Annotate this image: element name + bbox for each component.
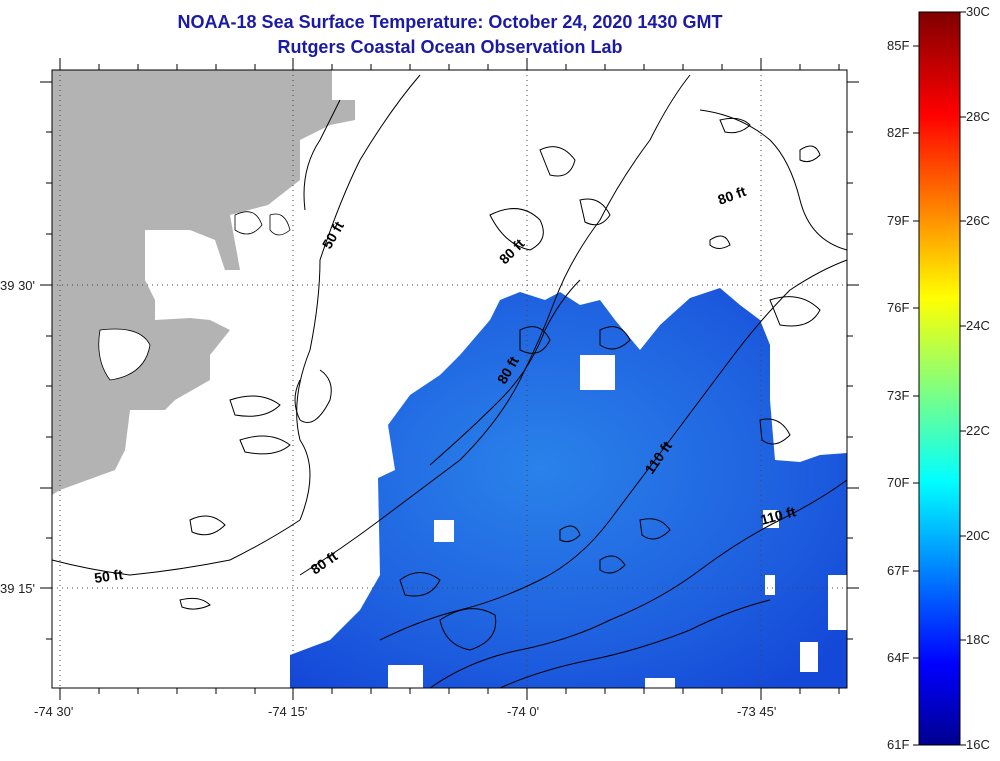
colorbar-celsius-label: 16C (966, 737, 990, 752)
y-tick-label: 39 30' (0, 278, 36, 293)
colorbar-celsius-label: 30C (966, 4, 990, 19)
colorbar-celsius-label: 28C (966, 109, 990, 124)
sst-data-region (290, 288, 847, 688)
y-tick-label: 39 15' (0, 581, 36, 596)
map-subtitle: Rutgers Coastal Ocean Observation Lab (277, 37, 623, 57)
colorbar-fahrenheit-label: 76F (887, 300, 910, 315)
colorbar-fahrenheit-label: 70F (887, 475, 910, 490)
bathymetry-contours (51, 74, 848, 689)
colorbar-celsius-label: 20C (966, 528, 990, 543)
contour-label: 80 ft (716, 183, 749, 208)
colorbar-fahrenheit-label: 61F (887, 737, 910, 752)
colorbar-fahrenheit-label: 82F (887, 125, 910, 140)
x-tick-label: -74 0' (507, 704, 540, 719)
contour-label: 50 ft (93, 566, 124, 586)
colorbar-celsius-label: 24C (966, 318, 990, 333)
land-area (52, 70, 355, 495)
contour-label: 80 ft (496, 235, 528, 267)
tick-marks (40, 58, 859, 700)
colorbar-celsius-label: 18C (966, 632, 990, 647)
colorbar-celsius-label: 22C (966, 423, 990, 438)
graticule (52, 70, 847, 688)
map-title: NOAA-18 Sea Surface Temperature: October… (177, 12, 723, 32)
colorbar-ticks (913, 11, 966, 746)
x-tick-label: -73 45' (737, 704, 777, 719)
colorbar-fahrenheit-label: 64F (887, 650, 910, 665)
colorbar-celsius-label: 26C (966, 213, 990, 228)
x-tick-label: -74 30' (34, 704, 74, 719)
contour-label: 50 ft (319, 218, 347, 251)
colorbar-fahrenheit-label: 85F (887, 38, 910, 53)
colorbar-fahrenheit-label: 79F (887, 213, 910, 228)
colorbar-fahrenheit-label: 73F (887, 388, 910, 403)
colorbar (918, 11, 961, 746)
x-tick-label: -74 15' (268, 704, 308, 719)
colorbar-fahrenheit-label: 67F (887, 563, 910, 578)
